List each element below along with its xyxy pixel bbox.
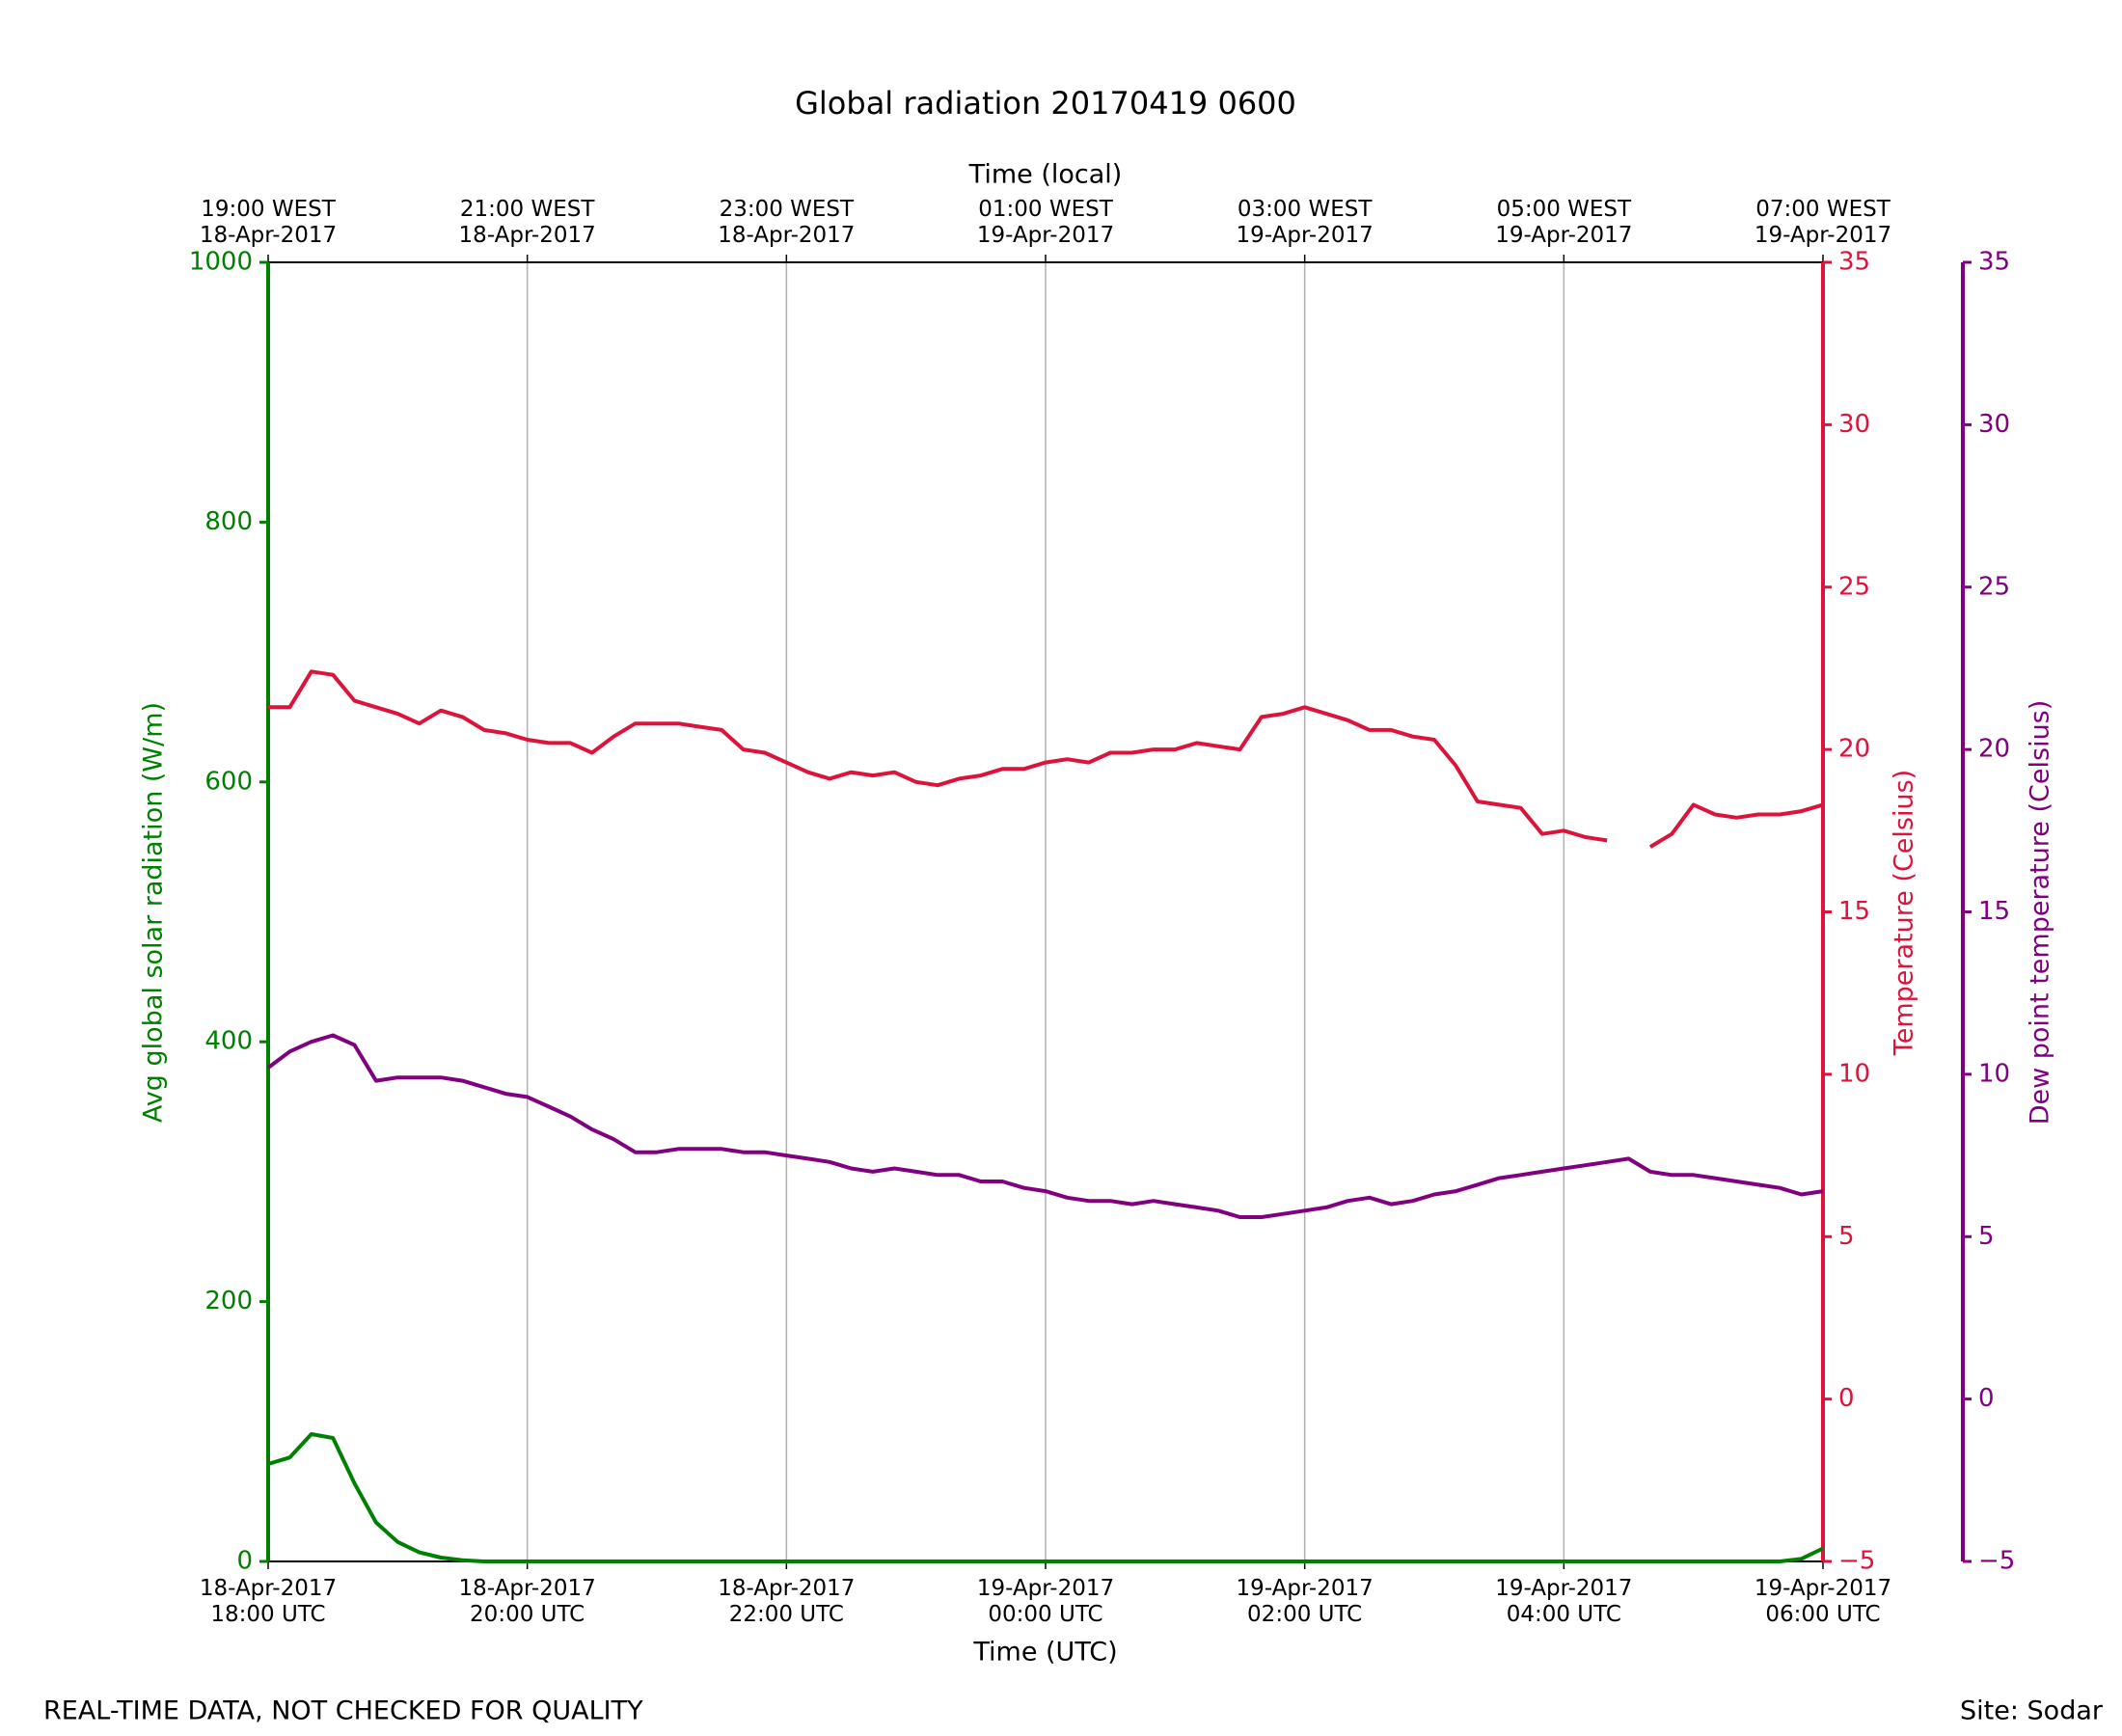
y2-axis-title: Temperature (Celsius)	[1890, 770, 1919, 1056]
y-tick-label: 5	[1838, 1222, 1855, 1251]
x-tick-label: 18-Apr-2017 22:00 UTC	[718, 1576, 856, 1627]
y-tick-label: −5	[1838, 1547, 1875, 1576]
y-tick-label: 400	[204, 1027, 253, 1056]
y-tick-label: 10	[1838, 1059, 1870, 1088]
footer-note: REAL-TIME DATA, NOT CHECKED FOR QUALITY	[43, 1696, 643, 1726]
site-label: Site: Sodar	[1960, 1696, 2104, 1726]
y-tick-label: 800	[204, 507, 253, 536]
x-axis-title: Time (UTC)	[972, 1638, 1117, 1668]
y-tick-label: 10	[1978, 1059, 2010, 1088]
x-tick-label: 18-Apr-2017 18:00 UTC	[199, 1576, 338, 1627]
x-tick-label: 19-Apr-2017 06:00 UTC	[1754, 1576, 1892, 1627]
x2-tick-label: 03:00 WEST 19-Apr-2017	[1236, 197, 1374, 248]
y-tick-label: 20	[1978, 735, 2010, 764]
series-line	[266, 1033, 1824, 1219]
y-tick-label: 30	[1978, 410, 2010, 439]
x2-tick-label: 05:00 WEST 19-Apr-2017	[1495, 197, 1633, 248]
y-tick-label: 0	[236, 1547, 253, 1576]
y-tick-label: 200	[204, 1287, 253, 1316]
series-line	[267, 1432, 1824, 1563]
y3-axis-title: Dew point temperature (Celsius)	[2026, 700, 2055, 1126]
y-tick-label: 0	[1978, 1384, 1995, 1413]
chart-title: Global radiation 20170419 0600	[795, 85, 1296, 122]
y-tick-label: 30	[1838, 410, 1870, 439]
y-tick-label: 5	[1978, 1222, 1995, 1251]
x2-axis-title: Time (local)	[968, 160, 1123, 190]
y-tick-label: 35	[1838, 248, 1870, 277]
x2-tick-label: 23:00 WEST 18-Apr-2017	[718, 197, 856, 248]
x2-tick-label: 01:00 WEST 19-Apr-2017	[976, 197, 1115, 248]
y-axis-title: Avg global solar radiation (W/m)	[139, 702, 169, 1123]
x2-tick-label: 21:00 WEST 18-Apr-2017	[458, 197, 596, 248]
series-line	[268, 669, 1824, 849]
x2-tick-label: 19:00 WEST 18-Apr-2017	[199, 197, 338, 248]
y-tick-label: −5	[1978, 1547, 2015, 1576]
x-tick-label: 19-Apr-2017 04:00 UTC	[1495, 1576, 1633, 1627]
y-tick-label: 25	[1838, 572, 1870, 601]
y-tick-label: 0	[1838, 1384, 1855, 1413]
x2-tick-label: 07:00 WEST 19-Apr-2017	[1754, 197, 1892, 248]
y-tick-label: 600	[204, 767, 253, 796]
y-tick-label: 35	[1978, 248, 2010, 277]
x-tick-label: 19-Apr-2017 00:00 UTC	[976, 1576, 1115, 1627]
y-tick-label: 15	[1838, 897, 1870, 926]
y-tick-label: 1000	[189, 248, 253, 277]
y-tick-label: 25	[1978, 572, 2010, 601]
x-tick-label: 18-Apr-2017 20:00 UTC	[458, 1576, 596, 1627]
y-tick-label: 20	[1838, 735, 1870, 764]
x-tick-label: 19-Apr-2017 02:00 UTC	[1236, 1576, 1374, 1627]
y-tick-label: 15	[1978, 897, 2010, 926]
